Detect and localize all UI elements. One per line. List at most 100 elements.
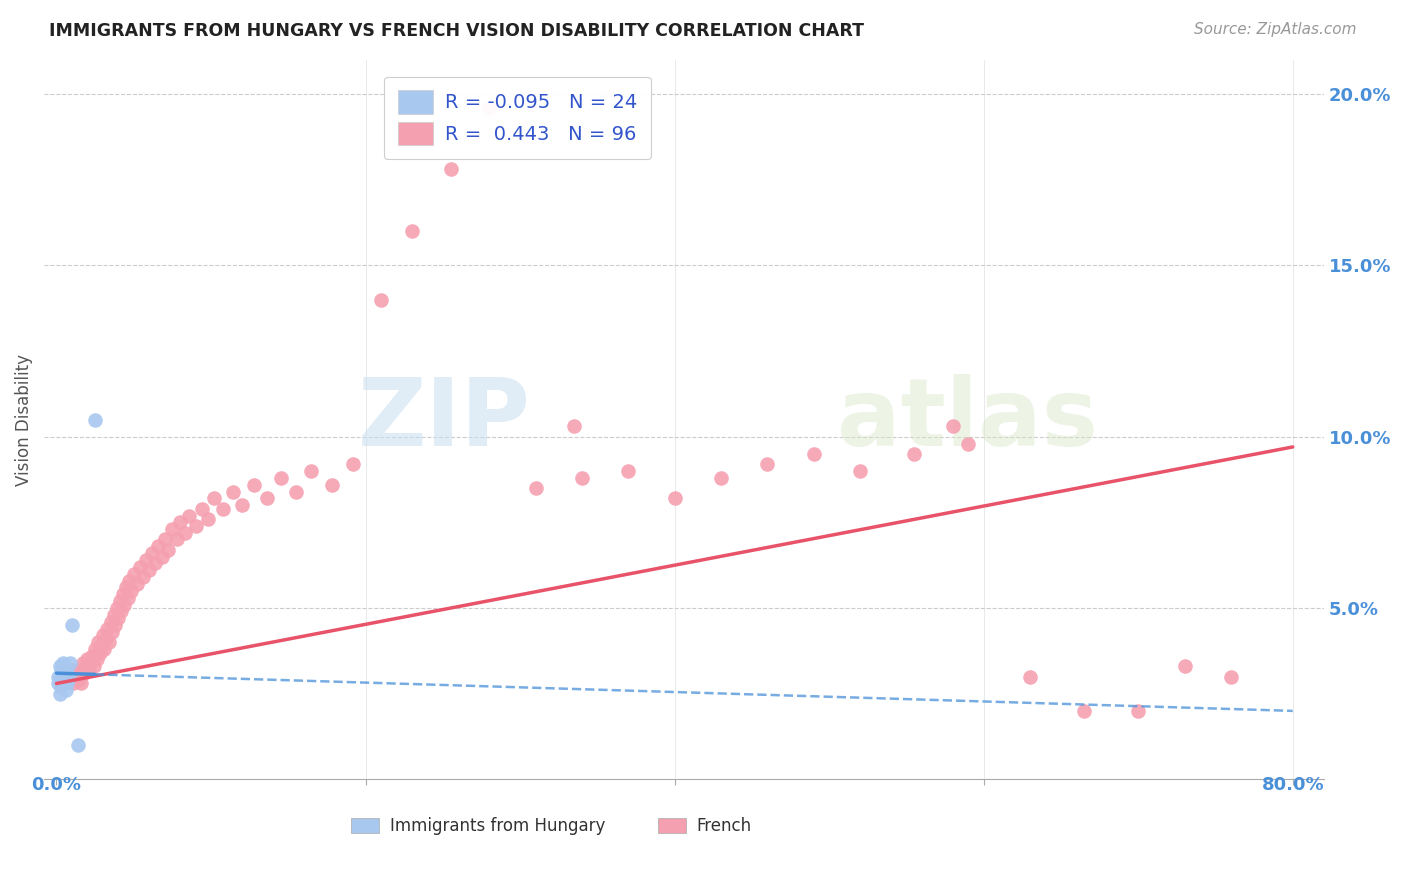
Point [115,581,138,595]
Point [156,542,179,557]
Point [63,666,86,681]
Point [231,498,253,512]
Point [114,598,136,612]
Point [120,583,142,598]
Point [46,670,69,684]
Point [56,676,79,690]
Point [76,652,98,666]
Point [285,484,308,499]
Point [162,522,184,536]
Point [957,436,980,450]
Y-axis label: Vision Disability: Vision Disability [15,353,32,485]
Point [107,611,129,625]
Point [370,293,392,307]
Point [562,419,585,434]
Point [105,601,128,615]
Point [56,666,79,681]
Point [803,447,825,461]
Point [141,546,163,560]
Point [55,663,77,677]
Text: 80.0%: 80.0% [1261,775,1324,794]
Point [118,574,141,588]
Point [49,663,72,677]
Point [571,471,593,485]
Point [321,477,343,491]
Point [60,663,83,677]
Point [243,477,266,491]
Point [439,162,461,177]
Point [53,659,76,673]
Point [55,683,77,698]
Point [77,663,100,677]
Point [1128,704,1150,718]
Point [60,618,83,632]
Text: Source: ZipAtlas.com: Source: ZipAtlas.com [1194,22,1357,37]
Point [903,447,925,461]
Point [67,738,90,752]
Point [75,659,97,673]
Point [270,471,292,485]
Point [86,652,108,666]
Point [122,566,145,581]
Legend: R = -0.095   N = 24, R =  0.443   N = 96: R = -0.095 N = 24, R = 0.443 N = 96 [384,77,651,159]
Point [1174,659,1197,673]
Point [69,663,91,677]
Point [55,673,77,687]
Bar [658,818,686,833]
Point [70,676,93,690]
Point [301,464,323,478]
Point [129,560,152,574]
Point [58,670,80,684]
Point [96,622,118,636]
Point [83,659,105,673]
Point [478,101,501,115]
Point [84,412,107,426]
Point [94,632,117,646]
Text: atlas: atlas [838,374,1098,466]
Point [256,491,278,506]
Text: French: French [696,816,752,835]
Point [52,676,75,690]
Text: ZIP: ZIP [357,374,530,466]
Text: IMMIGRANTS FROM HUNGARY VS FRENCH VISION DISABILITY CORRELATION CHART: IMMIGRANTS FROM HUNGARY VS FRENCH VISION… [49,22,865,40]
Point [145,557,167,571]
Point [93,642,115,657]
Point [221,484,243,499]
Point [110,605,132,619]
Point [59,656,82,670]
Point [48,659,70,673]
Text: 0.0%: 0.0% [31,775,82,794]
Point [1019,670,1042,684]
Point [401,224,423,238]
Point [90,639,112,653]
Point [184,518,207,533]
Point [173,525,195,540]
Bar [352,818,380,833]
Point [179,508,201,523]
Point [125,577,148,591]
Point [212,501,235,516]
Point [59,673,82,687]
Point [55,670,77,684]
Point [1219,670,1241,684]
Point [756,457,779,471]
Point [48,673,70,687]
Text: Immigrants from Hungary: Immigrants from Hungary [389,816,605,835]
Point [56,666,79,681]
Point [72,656,94,670]
Point [104,618,127,632]
Point [98,635,121,649]
Point [73,666,96,681]
Point [710,471,733,485]
Point [52,666,75,681]
Point [52,676,75,690]
Point [80,648,103,663]
Point [849,464,872,478]
Point [117,591,139,605]
Point [148,540,170,554]
Point [62,676,84,690]
Point [53,676,76,690]
Point [91,628,114,642]
Point [1073,704,1095,718]
Point [617,464,640,478]
